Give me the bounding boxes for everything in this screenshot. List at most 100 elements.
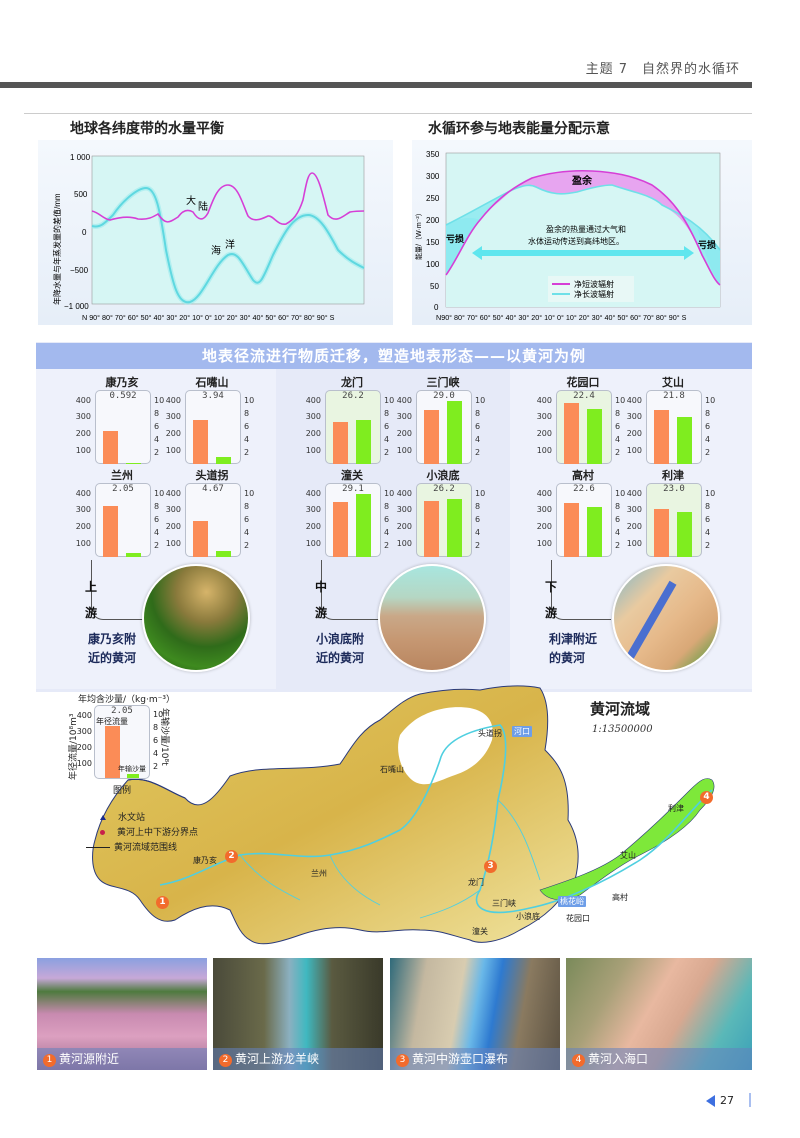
station-name: 龙门: [341, 376, 363, 389]
water-balance-chart: 1 000 500 0 −500 −1 000 N 90° 80° 70° 60…: [52, 153, 366, 322]
map-marker-4: 4: [700, 791, 713, 804]
map-scale: 1:13500000: [592, 724, 653, 735]
section-rule: [24, 113, 752, 114]
station-toudaoguai: 头道拐 4.67 400 300 200 100 10 8 6 4 2: [157, 467, 267, 559]
energy-chart: 350 300 250 200 150 100 50 0 N90° 80° 70…: [414, 150, 721, 322]
right-tick: 4: [244, 435, 250, 444]
runoff-bar: [654, 410, 669, 464]
runoff-bar: [193, 420, 208, 464]
photo-caption-text: 黄河入海口: [588, 1052, 649, 1066]
right-tick: 4: [705, 435, 711, 444]
middle-reach-caption: 小浪底附 近的黄河: [316, 630, 364, 668]
station-lijin: 利津 23.0 400 300 200 100 10 8 6 4 2: [618, 467, 728, 559]
sediment-bar: [126, 463, 141, 464]
station-name: 石嘴山: [195, 376, 229, 389]
left-tick: 200: [626, 522, 642, 531]
left-tick: 200: [626, 429, 642, 438]
legend-sample-box: [94, 705, 150, 779]
left-tick: 400: [305, 489, 321, 498]
map-marker-1: 1: [156, 896, 169, 909]
right-tick: 6: [153, 736, 159, 745]
photo-river-mouth: 4 黄河入海口: [566, 958, 752, 1070]
right-tick: 4: [615, 435, 621, 444]
right-tick: 10: [705, 489, 716, 498]
ocean-label-2: 洋: [225, 238, 235, 251]
left-tick: 400: [396, 489, 412, 498]
station-huayuankou: 花园口 22.4 400 300 200 100 10 8 6 4 2: [528, 374, 638, 466]
legend-label: 水文站: [118, 813, 146, 823]
left-tick: 100: [396, 446, 412, 455]
station-aishan: 艾山 21.8 400 300 200 100 10 8 6 4 2: [618, 374, 728, 466]
upper-reach-caption: 康乃亥附 近的黄河: [88, 630, 136, 668]
left-tick: 100: [305, 539, 321, 548]
upper-reach-connector: [91, 560, 151, 620]
left-tick: 100: [76, 759, 92, 768]
left-tick: 200: [75, 429, 91, 438]
left-tick: 100: [165, 539, 181, 548]
caption-line: 康乃亥附: [88, 632, 137, 646]
right-tick: 8: [154, 502, 160, 511]
surplus-label: 盈余: [571, 174, 593, 187]
right-tick: 2: [615, 541, 621, 550]
sediment-concentration: 21.8: [663, 391, 685, 401]
right-tick: 6: [705, 422, 711, 431]
right-tick: 4: [154, 435, 160, 444]
reach-label-char: 中: [315, 580, 328, 594]
page-arrow-icon: [706, 1095, 715, 1107]
right-tick: 2: [244, 448, 250, 457]
right-tick: 2: [244, 541, 250, 550]
right-tick: 2: [615, 448, 621, 457]
left-tick: 300: [75, 505, 91, 514]
left-tick: 300: [165, 505, 181, 514]
right-tick: 4: [384, 435, 390, 444]
right-tick: 8: [384, 502, 390, 511]
right-tick: 10: [154, 396, 165, 405]
legend-label: 黄河流域范围线: [114, 843, 178, 853]
sediment-bar: [447, 499, 462, 557]
left-tick: 400: [536, 489, 552, 498]
right-tick: 10: [154, 489, 165, 498]
left-tick: 300: [165, 412, 181, 421]
sediment-bar: [356, 420, 371, 464]
water-balance-ytick-neg500: −500: [70, 266, 89, 275]
right-tick: 2: [384, 541, 390, 550]
left-tick: 100: [75, 539, 91, 548]
yellow-river-basin-map: [92, 685, 715, 945]
runoff-bar: [424, 501, 439, 557]
right-tick: 6: [705, 515, 711, 524]
left-tick: 300: [305, 505, 321, 514]
left-tick: 300: [396, 505, 412, 514]
left-tick: 400: [536, 396, 552, 405]
left-tick: 200: [165, 429, 181, 438]
legend-left-ticks: 400 300 200 100: [70, 708, 92, 772]
left-tick: 400: [76, 711, 92, 720]
sediment-bar: [677, 417, 692, 464]
left-tick: 100: [165, 446, 181, 455]
map-marker-3: 3: [484, 860, 497, 873]
left-tick: 100: [626, 539, 642, 548]
right-tick: 10: [244, 489, 255, 498]
station-sanmenxia: 三门峡 29.0 400 300 200 100 10 8 6 4 2: [388, 374, 498, 466]
right-tick: 4: [475, 528, 481, 537]
right-tick: 4: [705, 528, 711, 537]
right-tick: 8: [154, 409, 160, 418]
photo-hukou-waterfall: 3 黄河中游壶口瀑布: [390, 958, 560, 1070]
runoff-bar: [424, 410, 439, 464]
energy-note-line1: 盈余的热量通过大气和: [546, 224, 626, 234]
photo-number: 1: [43, 1054, 56, 1067]
photo-caption-text: 黄河源附近: [59, 1052, 120, 1066]
right-tick: 8: [705, 502, 711, 511]
station-name: 兰州: [111, 469, 133, 482]
energy-ytick-150: 150: [426, 238, 440, 247]
legend-longwave: 净长波辐射: [574, 289, 614, 299]
right-tick: 8: [475, 409, 481, 418]
water-balance-ytick-500: 500: [74, 190, 88, 199]
page-bar: [749, 1093, 751, 1107]
sediment-concentration: 22.4: [573, 391, 595, 401]
water-balance-xticks: N 90° 80° 70° 60° 50° 40° 30° 20° 10° 0°…: [82, 313, 335, 322]
right-tick: 4: [154, 528, 160, 537]
yellow-river-banner: 地表径流进行物质迁移，塑造地表形态——以黄河为例: [36, 343, 752, 369]
map-label-gaocun: 高村: [612, 893, 628, 902]
sediment-bar: [587, 507, 602, 557]
map-label-aishan: 艾山: [620, 851, 636, 860]
